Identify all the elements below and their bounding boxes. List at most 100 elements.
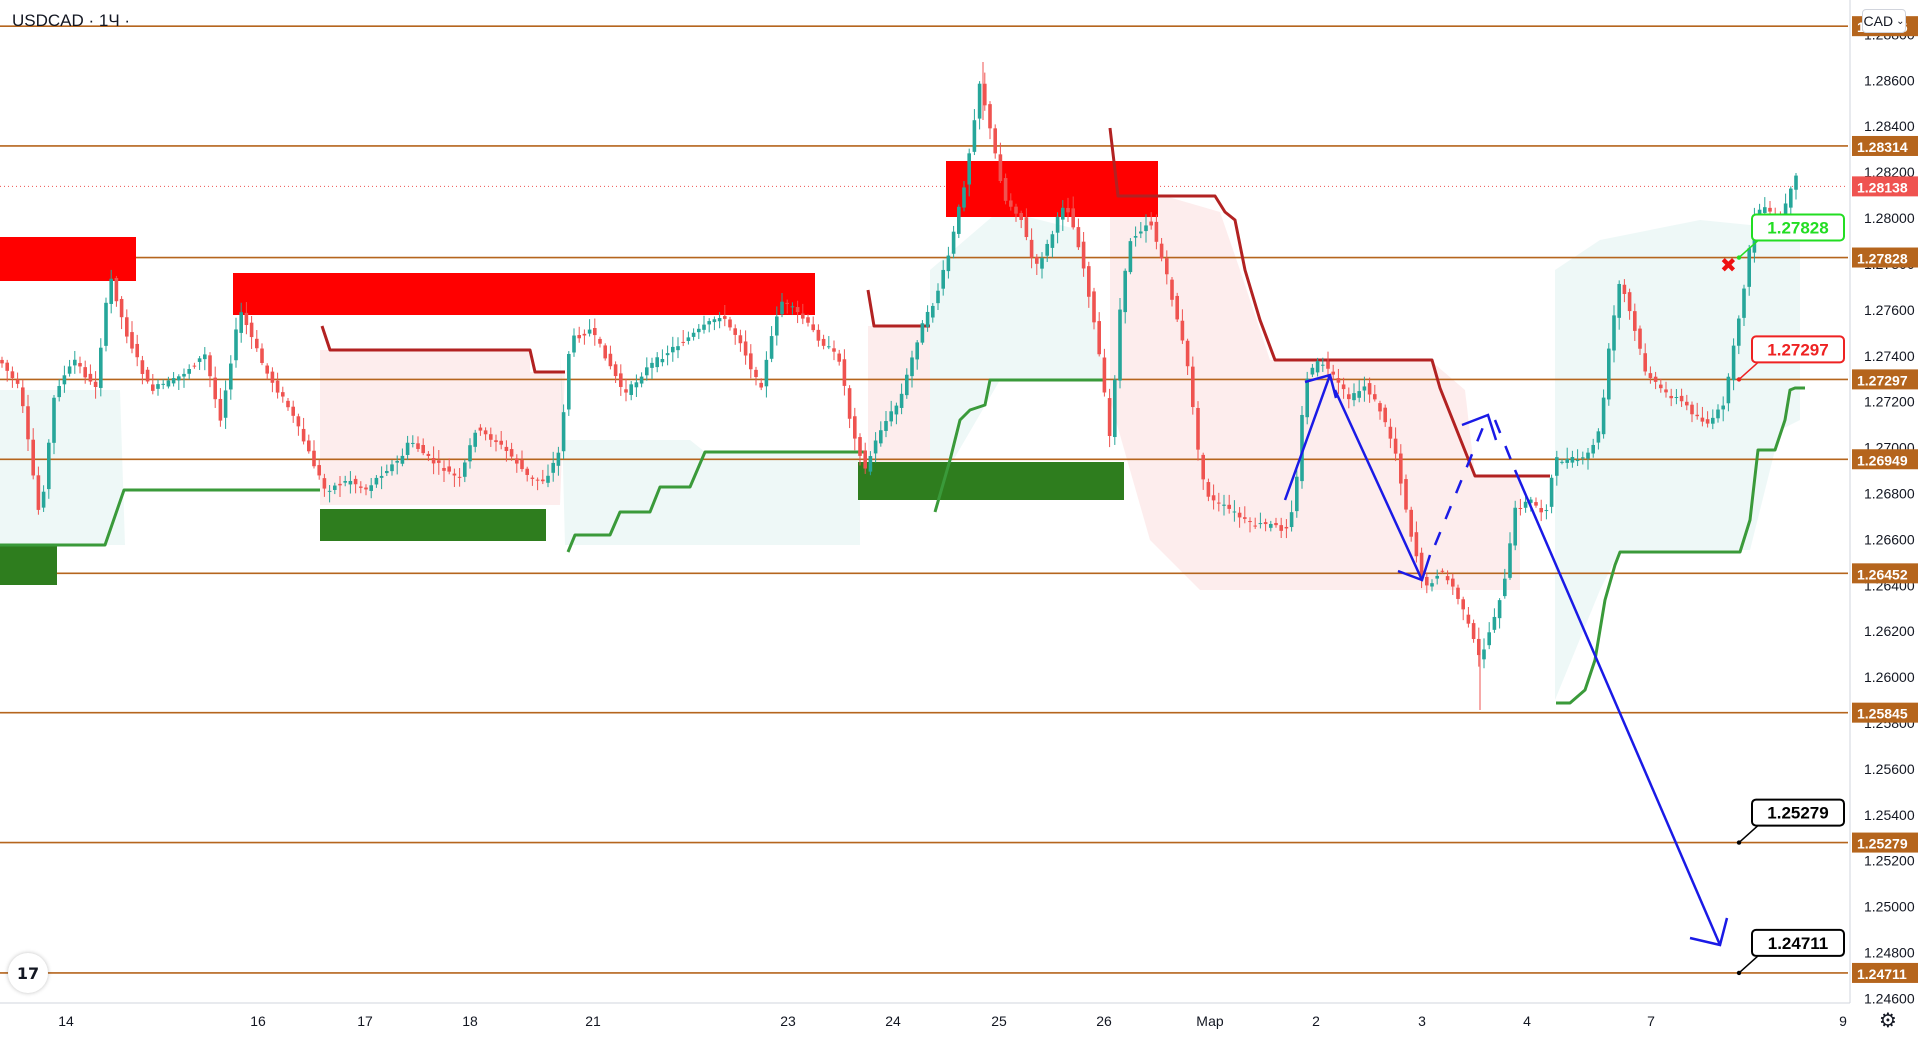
price-level-tag-label: 1.28138: [1857, 179, 1908, 195]
candle-body: [1243, 517, 1247, 519]
currency-button[interactable]: CAD ⌄: [1862, 9, 1906, 33]
candle-body: [1482, 649, 1486, 660]
logo-text: 17: [16, 963, 40, 983]
candle-body: [785, 302, 789, 304]
price-level-tag: [1852, 247, 1918, 268]
candle-body: [1664, 389, 1668, 393]
candle-body: [1222, 504, 1226, 506]
candle-body: [1711, 417, 1715, 424]
candle-body: [203, 354, 207, 360]
candle-body: [1638, 328, 1642, 349]
candle-body: [977, 83, 982, 119]
candle-body: [229, 363, 233, 390]
candle-body: [639, 376, 644, 384]
candle-body: [1607, 348, 1611, 400]
candle-body: [1523, 501, 1528, 508]
candle-body: [681, 341, 685, 343]
projection-line: [1433, 414, 1490, 546]
candle-body: [707, 321, 711, 325]
support-trail-line: [1556, 386, 1805, 705]
candle-body: [821, 338, 826, 346]
time-tick-label: 9: [1839, 1013, 1847, 1029]
price-tick-label: 1.25400: [1864, 807, 1915, 823]
price-tick-label: 1.25600: [1864, 761, 1915, 777]
candle-body: [125, 317, 129, 337]
candle-body: [1674, 397, 1679, 399]
support-trail-line: [933, 378, 1105, 513]
price-level-tag-label: 1.25845: [1857, 706, 1908, 722]
price-level-tag-label: 1.25279: [1857, 836, 1908, 852]
candle-body: [1679, 395, 1684, 402]
candle-body: [754, 369, 758, 378]
candle-body: [967, 153, 971, 185]
candle-body: [1061, 207, 1065, 220]
candle-body: [1529, 499, 1533, 503]
candle-body: [275, 380, 280, 393]
candle-body: [359, 486, 363, 488]
candle-body: [572, 335, 576, 353]
arrow-head: [1461, 413, 1498, 441]
candle-body: [405, 442, 410, 455]
price-level-tag: [1852, 176, 1918, 197]
candle-body: [598, 338, 602, 344]
candle-body: [457, 476, 462, 478]
candle-body: [946, 255, 951, 272]
candle-body: [1263, 522, 1268, 525]
callout-connector: [1738, 825, 1759, 844]
candle-body: [801, 313, 805, 319]
bullish-zone-fill: [0, 390, 125, 545]
candle-body: [806, 317, 810, 323]
candle-body: [322, 478, 327, 489]
callout-anchor: [1736, 255, 1742, 260]
candle-body: [1789, 188, 1793, 208]
candle-body: [1217, 502, 1221, 504]
candle-body: [1659, 384, 1663, 389]
callout-anchor: [1736, 970, 1742, 976]
candle-body: [15, 379, 20, 384]
symbol-title[interactable]: USDCAD · 1Ч ·: [12, 11, 131, 30]
candle-body: [1575, 460, 1580, 462]
candle-body: [208, 355, 212, 377]
candle-body: [1154, 221, 1159, 242]
price-level-tag: [1852, 563, 1918, 584]
gear-icon[interactable]: ⚙: [1879, 1008, 1897, 1032]
candle-body: [1721, 405, 1725, 410]
candle-body: [1601, 397, 1606, 435]
resistance-trail-line: [866, 289, 930, 328]
candle-body: [749, 353, 753, 370]
candle-body: [962, 187, 966, 208]
candle-body: [1175, 295, 1179, 320]
projection-line: [1513, 469, 1722, 946]
candle-body: [608, 353, 613, 367]
candle-body: [1232, 511, 1237, 513]
candle-body: [1159, 243, 1164, 259]
candle-body: [1045, 243, 1049, 256]
candle-body: [286, 400, 290, 408]
candle-body: [1435, 575, 1439, 579]
projection-line: [1283, 374, 1332, 501]
candle-body: [1783, 203, 1788, 220]
candle-body: [619, 373, 623, 387]
candle-body: [1362, 386, 1367, 391]
candle-body: [587, 329, 592, 334]
candle-body: [109, 278, 113, 304]
bearish-zone-fill: [868, 290, 930, 500]
candle-body: [1445, 576, 1450, 581]
candle-body: [1284, 526, 1289, 529]
candle-body: [135, 343, 139, 358]
candle-body: [676, 346, 680, 351]
arrow-head: [1689, 917, 1729, 947]
candle-body: [1295, 476, 1299, 512]
candle-body: [1586, 452, 1590, 459]
tradingview-logo[interactable]: 17: [8, 953, 48, 993]
candle-body: [905, 374, 909, 396]
candle-body: [1404, 479, 1408, 510]
candle-body: [1466, 614, 1471, 624]
candle-body: [660, 358, 665, 363]
candle-body: [1009, 200, 1013, 207]
candle-body: [239, 312, 243, 333]
candle-body: [582, 333, 587, 336]
candle-body: [556, 452, 561, 466]
candle-body: [1653, 376, 1658, 382]
